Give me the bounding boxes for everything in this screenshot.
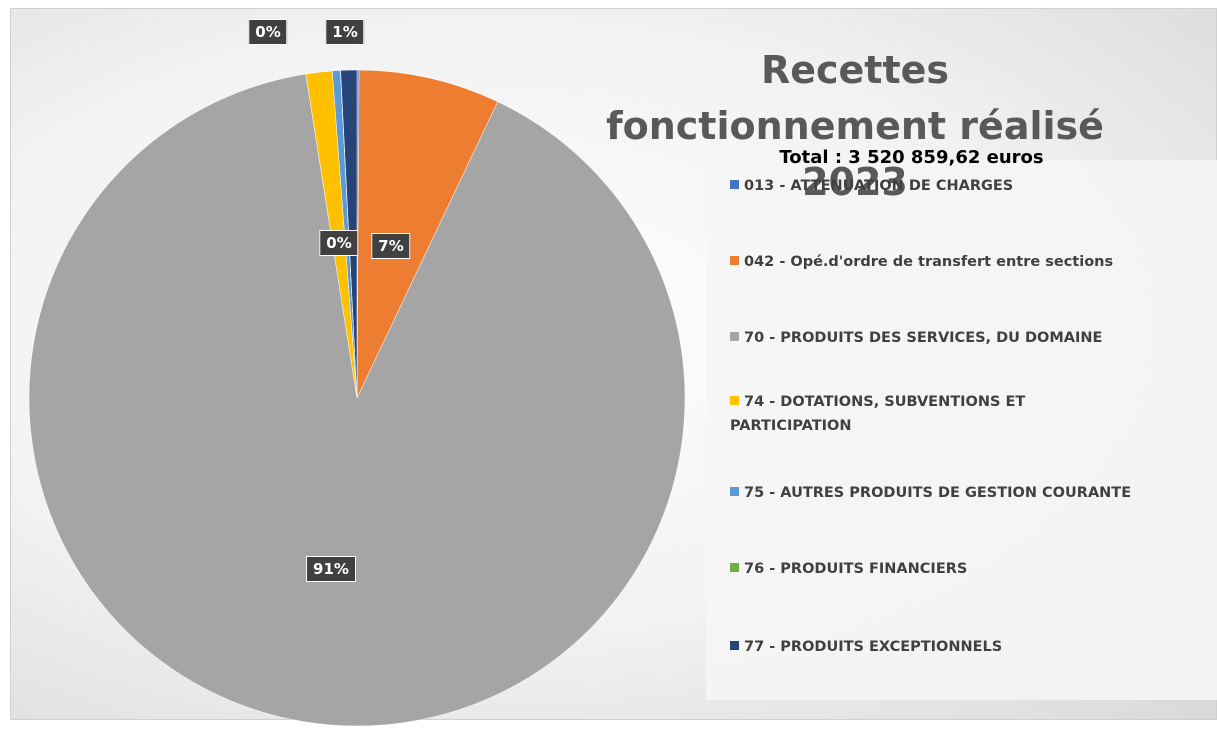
legend-label: 042 - Opé.d'ordre de transfert entre sec…: [744, 254, 1114, 270]
legend-panel: [706, 160, 1217, 700]
pie-slice: [28, 73, 686, 727]
legend-label: 013 - ATTENUATION DE CHARGES: [744, 178, 1014, 194]
legend-label: 75 - AUTRES PRODUITS DE GESTION COURANTE: [744, 485, 1132, 501]
legend-swatch: [730, 180, 739, 189]
legend-entry: 042 - Opé.d'ordre de transfert entre sec…: [730, 250, 1210, 274]
data-label: 0%: [248, 19, 288, 45]
legend-entry: 70 - PRODUITS DES SERVICES, DU DOMAINE: [730, 326, 1210, 350]
legend-label: 77 - PRODUITS EXCEPTIONNELS: [744, 639, 1003, 655]
legend-entry: 77 - PRODUITS EXCEPTIONNELS: [730, 635, 1210, 659]
legend-swatch: [730, 396, 739, 405]
legend-swatch: [730, 487, 739, 496]
data-label: 1%: [325, 19, 365, 45]
legend-label: 76 - PRODUITS FINANCIERS: [744, 561, 968, 577]
legend-swatch: [730, 256, 739, 265]
data-label: 7%: [371, 233, 411, 259]
pie-slice: [356, 69, 499, 399]
legend-entry: 76 - PRODUITS FINANCIERS: [730, 557, 1210, 581]
data-label: 0%: [319, 230, 359, 256]
legend-swatch: [730, 332, 739, 341]
legend-entry: 75 - AUTRES PRODUITS DE GESTION COURANTE: [730, 481, 1210, 505]
data-label: 91%: [306, 556, 356, 582]
legend-entry: 74 - DOTATIONS, SUBVENTIONS ET PARTICIPA…: [730, 390, 1110, 438]
legend-label: 70 - PRODUITS DES SERVICES, DU DOMAINE: [744, 330, 1103, 346]
legend-entry: 013 - ATTENUATION DE CHARGES: [730, 174, 1210, 198]
legend-swatch: [730, 641, 739, 650]
legend-label: 74 - DOTATIONS, SUBVENTIONS ET PARTICIPA…: [730, 394, 1026, 434]
chart-subtitle: Total : 3 520 859,62 euros: [779, 147, 1044, 168]
legend-swatch: [730, 563, 739, 572]
chart-title: Recettes fonctionnement réalisé 2023: [606, 48, 1104, 204]
